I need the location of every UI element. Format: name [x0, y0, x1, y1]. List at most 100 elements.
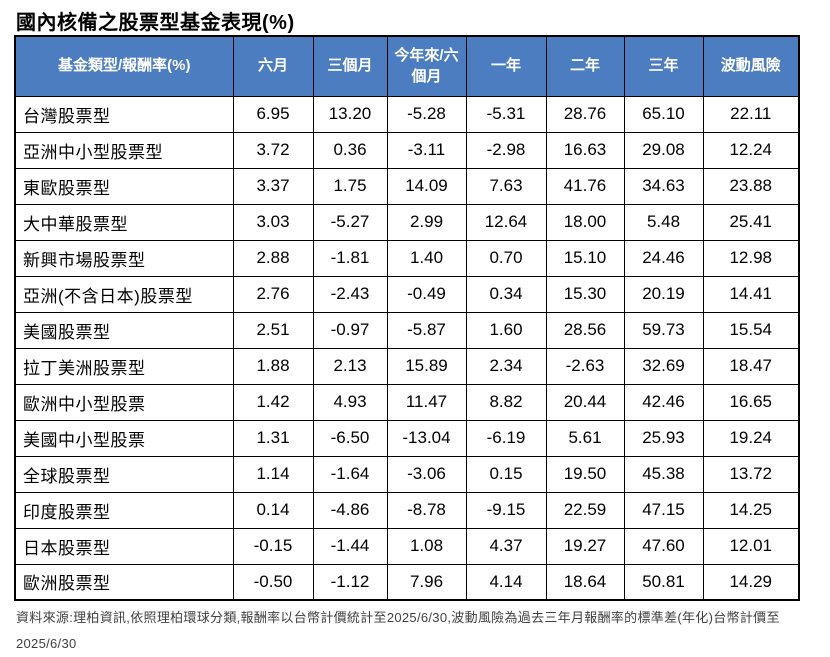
table-row: 美國中小型股票 1.31 -6.50 -13.04 -6.19 5.61 25.93 19.2… [14, 419, 800, 457]
table-row: 全球股票型 1.14 -1.64 -3.06 0.15 19.50 45.38 13.72 [14, 455, 800, 493]
value-cell: 12.24 [702, 131, 800, 169]
value-cell: 13.20 [312, 95, 388, 133]
column-header-5: 二年 [545, 35, 625, 97]
value-cell: 2.76 [232, 275, 314, 313]
table-row: 台灣股票型 6.95 13.20 -5.28 -5.31 28.76 65.10 22.11 [14, 95, 800, 133]
value-cell: 1.75 [312, 167, 388, 205]
value-cell: -1.12 [312, 563, 388, 601]
value-cell: 25.93 [623, 419, 704, 457]
value-cell: 1.88 [232, 347, 314, 385]
value-cell: 1.40 [386, 239, 467, 277]
value-cell: 0.14 [232, 491, 314, 529]
column-header-7: 波動風險 [702, 35, 800, 97]
table-header-row: 基金類型/報酬率(%) 六月 三個月 今年來/六個月 一年 二年 三年 波動風險 [14, 35, 800, 97]
value-cell: -0.15 [232, 527, 314, 565]
table-row: 日本股票型 -0.15 -1.44 1.08 4.37 19.27 47.60 12.01 [14, 527, 800, 565]
value-cell: -5.31 [465, 95, 547, 133]
value-cell: 15.89 [386, 347, 467, 385]
value-cell: 32.69 [623, 347, 704, 385]
fund-type-cell: 亞洲中小型股票型 [14, 131, 234, 169]
value-cell: -0.49 [386, 275, 467, 313]
value-cell: 1.31 [232, 419, 314, 457]
value-cell: 4.93 [312, 383, 388, 421]
value-cell: 24.46 [623, 239, 704, 277]
value-cell: 19.24 [702, 419, 800, 457]
value-cell: 3.37 [232, 167, 314, 205]
value-cell: 19.27 [545, 527, 625, 565]
source-note: 資料來源:理柏資訊,依照理柏環球分類,報酬率以台幣計價統計至2025/6/30,… [16, 605, 816, 657]
fund-type-cell: 美國股票型 [14, 311, 234, 349]
value-cell: 0.15 [465, 455, 547, 493]
value-cell: 20.44 [545, 383, 625, 421]
fund-type-cell: 歐洲股票型 [14, 563, 234, 601]
table-row: 東歐股票型 3.37 1.75 14.09 7.63 41.76 34.63 23.88 [14, 167, 800, 205]
fund-type-cell: 新興市場股票型 [14, 239, 234, 277]
fund-type-cell: 亞洲(不含日本)股票型 [14, 275, 234, 313]
column-header-1: 六月 [232, 35, 314, 97]
value-cell: 15.30 [545, 275, 625, 313]
value-cell: 18.00 [545, 203, 625, 241]
value-cell: -5.28 [386, 95, 467, 133]
fund-type-cell: 台灣股票型 [14, 95, 234, 133]
value-cell: 1.08 [386, 527, 467, 565]
value-cell: 15.10 [545, 239, 625, 277]
value-cell: 7.96 [386, 563, 467, 601]
value-cell: 0.34 [465, 275, 547, 313]
table-row: 大中華股票型 3.03 -5.27 2.99 12.64 18.00 5.48 25.41 [14, 203, 800, 241]
table-row: 美國股票型 2.51 -0.97 -5.87 1.60 28.56 59.73 15.54 [14, 311, 800, 349]
value-cell: 47.60 [623, 527, 704, 565]
source-note-line1: 資料來源:理柏資訊,依照理柏環球分類,報酬率以台幣計價統計至2025/6/30,… [16, 610, 780, 625]
value-cell: -0.97 [312, 311, 388, 349]
value-cell: 22.11 [702, 95, 800, 133]
value-cell: 42.46 [623, 383, 704, 421]
value-cell: 29.08 [623, 131, 704, 169]
column-header-6: 三年 [623, 35, 704, 97]
value-cell: 25.41 [702, 203, 800, 241]
page-title: 國內核備之股票型基金表現(%) [16, 12, 295, 34]
value-cell: -0.50 [232, 563, 314, 601]
value-cell: 50.81 [623, 563, 704, 601]
value-cell: 16.65 [702, 383, 800, 421]
value-cell: -9.15 [465, 491, 547, 529]
value-cell: -2.98 [465, 131, 547, 169]
value-cell: -3.06 [386, 455, 467, 493]
value-cell: 28.76 [545, 95, 625, 133]
value-cell: 22.59 [545, 491, 625, 529]
table-row: 新興市場股票型 2.88 -1.81 1.40 0.70 15.10 24.46 12.98 [14, 239, 800, 277]
value-cell: 1.60 [465, 311, 547, 349]
value-cell: 14.09 [386, 167, 467, 205]
value-cell: 0.36 [312, 131, 388, 169]
value-cell: 2.51 [232, 311, 314, 349]
value-cell: 59.73 [623, 311, 704, 349]
value-cell: -2.43 [312, 275, 388, 313]
table-row: 印度股票型 0.14 -4.86 -8.78 -9.15 22.59 47.15 14.25 [14, 491, 800, 529]
value-cell: 14.25 [702, 491, 800, 529]
value-cell: 11.47 [386, 383, 467, 421]
fund-type-cell: 全球股票型 [14, 455, 234, 493]
value-cell: -2.63 [545, 347, 625, 385]
value-cell: 14.41 [702, 275, 800, 313]
value-cell: -1.64 [312, 455, 388, 493]
value-cell: -1.81 [312, 239, 388, 277]
value-cell: 7.63 [465, 167, 547, 205]
value-cell: -13.04 [386, 419, 467, 457]
value-cell: -6.19 [465, 419, 547, 457]
value-cell: -5.27 [312, 203, 388, 241]
value-cell: 2.88 [232, 239, 314, 277]
value-cell: 5.61 [545, 419, 625, 457]
value-cell: 2.34 [465, 347, 547, 385]
value-cell: 8.82 [465, 383, 547, 421]
value-cell: 18.64 [545, 563, 625, 601]
value-cell: 5.48 [623, 203, 704, 241]
table-row: 亞洲(不含日本)股票型 2.76 -2.43 -0.49 0.34 15.30 20.19 1… [14, 275, 800, 313]
value-cell: 6.95 [232, 95, 314, 133]
value-cell: -3.11 [386, 131, 467, 169]
value-cell: 20.19 [623, 275, 704, 313]
value-cell: 12.64 [465, 203, 547, 241]
value-cell: 13.72 [702, 455, 800, 493]
value-cell: 14.29 [702, 563, 800, 601]
value-cell: 34.63 [623, 167, 704, 205]
fund-performance-table: 基金類型/報酬率(%) 六月 三個月 今年來/六個月 一年 二年 三年 波動風險 台灣股票型 6… [14, 35, 800, 601]
fund-type-cell: 東歐股票型 [14, 167, 234, 205]
value-cell: 1.42 [232, 383, 314, 421]
